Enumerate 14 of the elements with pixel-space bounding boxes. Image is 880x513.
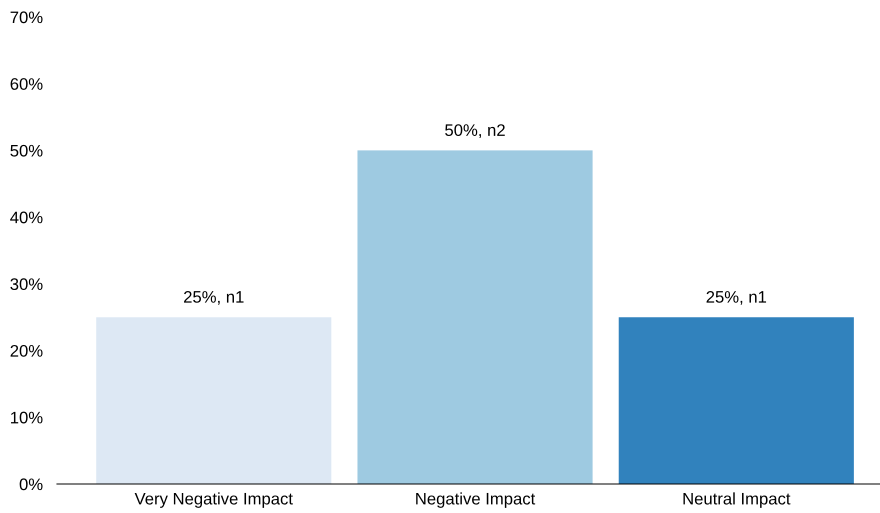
x-tick-label: Neutral Impact: [683, 492, 790, 508]
y-tick-label: 30%: [10, 278, 43, 290]
y-tick-label: 10%: [11, 412, 43, 424]
y-tick-label: 40%: [10, 212, 43, 224]
y-tick-label: 60%: [10, 78, 43, 90]
y-tick-label: 70%: [10, 11, 43, 24]
data-label: 25%, n1: [184, 291, 244, 305]
y-tick-label: 0%: [20, 478, 43, 490]
data-label: 50%, n2: [445, 124, 505, 138]
x-tick-label: Very Negative Impact: [134, 492, 293, 508]
data-label: 25%, n1: [706, 291, 766, 305]
y-tick-label: 20%: [10, 344, 43, 357]
x-tick-label: Negative Impact: [416, 492, 536, 508]
y-tick-label: 50%: [10, 144, 43, 157]
